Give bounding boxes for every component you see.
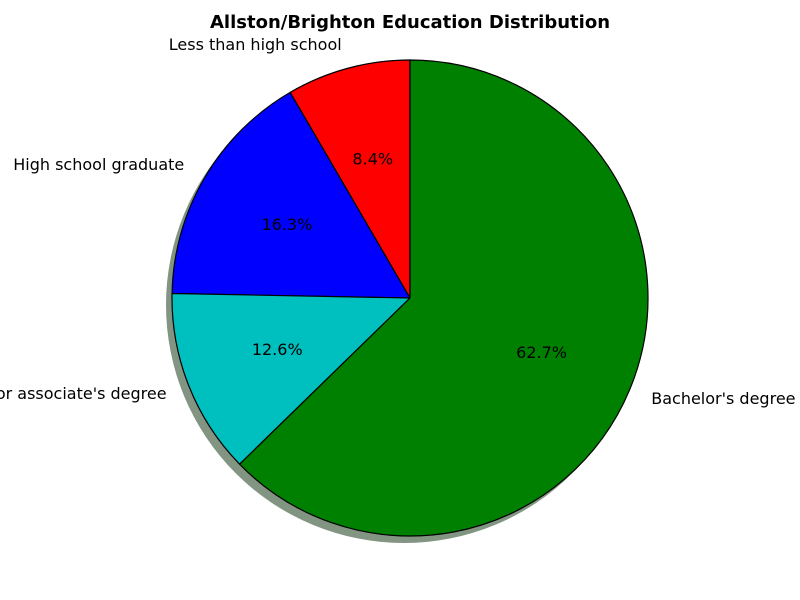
slice-label-less-than-high-school: Less than high school	[169, 35, 342, 54]
pie-slice-bachelor-s-degree-or-higher	[239, 59, 649, 537]
pie-slice-some-college-or-associate-s-degree	[171, 292, 411, 465]
pct-label-some-college-or-associate-s-degree: 12.6%	[252, 340, 303, 359]
slice-label-high-school-graduate: High school graduate	[13, 155, 184, 174]
pie-slices	[171, 59, 649, 537]
pie-slice-less-than-high-school	[289, 59, 411, 299]
slice-label-bachelor-s-degree-or-higher: Bachelor's degree or higher	[651, 389, 800, 408]
pct-label-bachelor-s-degree-or-higher: 62.7%	[516, 343, 567, 362]
chart-title: Allston/Brighton Education Distribution	[210, 12, 610, 33]
pie-slice-high-school-graduate	[171, 91, 411, 299]
pct-label-high-school-graduate: 16.3%	[261, 215, 312, 234]
slice-label-some-college-or-associate-s-degree: Some college or associate's degree	[0, 384, 167, 403]
pct-label-less-than-high-school: 8.4%	[352, 150, 393, 169]
pie-labels: Less than high school 8.4% High school gra…	[0, 35, 800, 408]
